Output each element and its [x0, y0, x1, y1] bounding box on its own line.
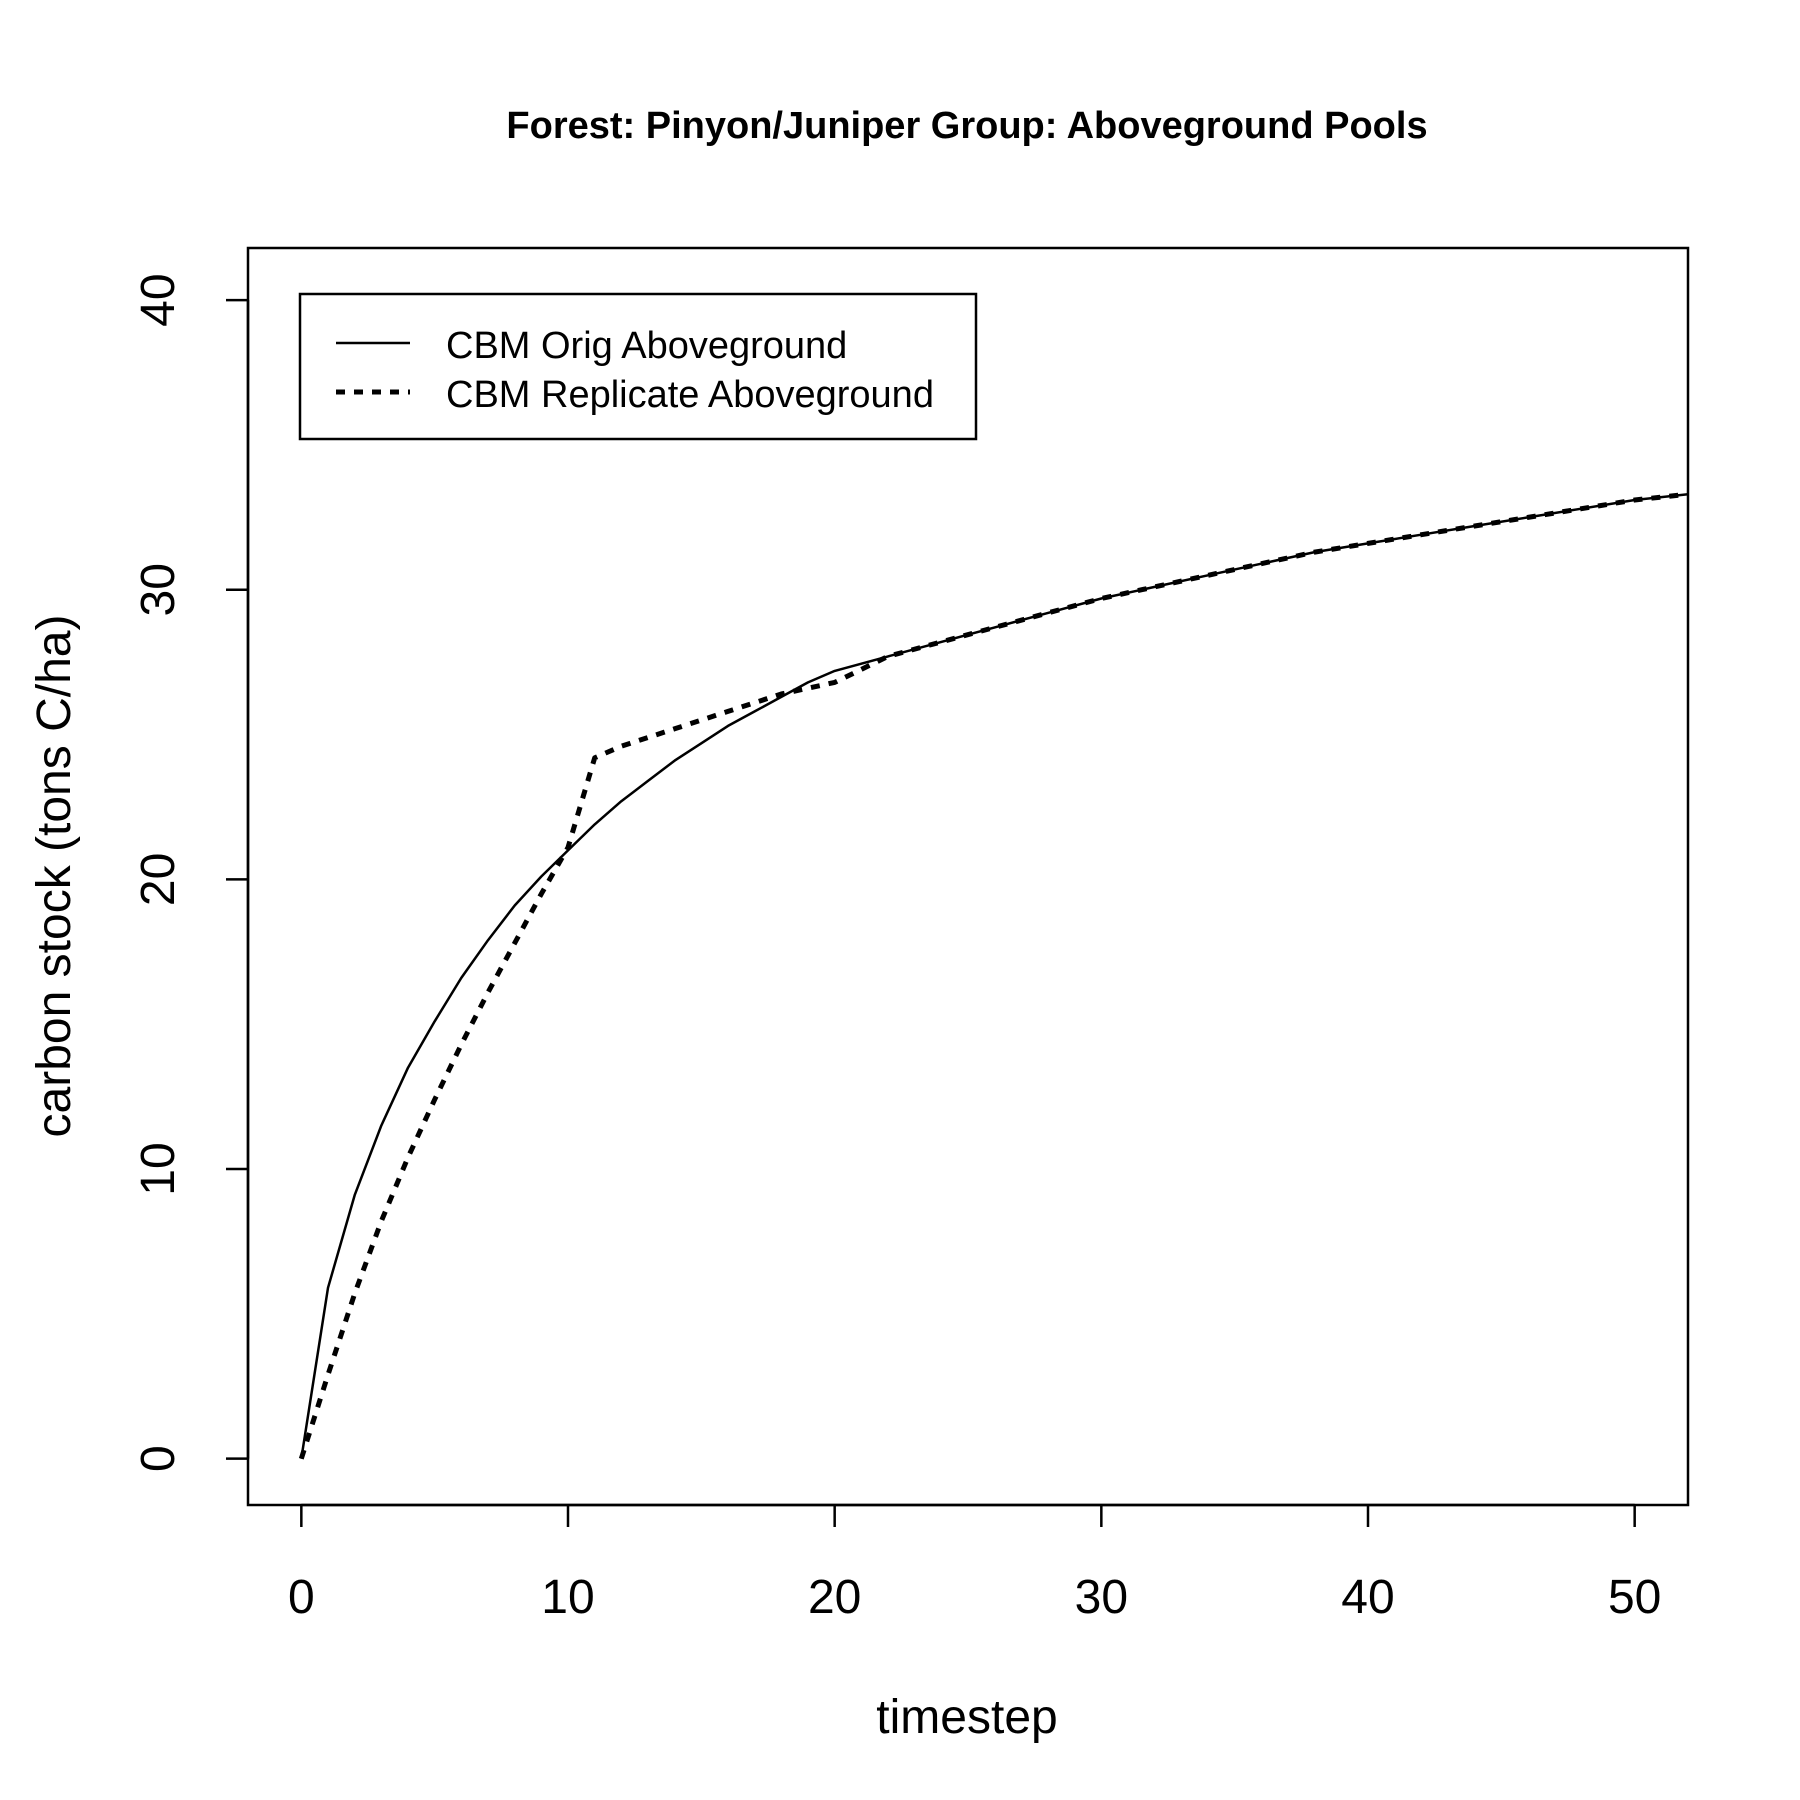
legend-box — [298, 292, 978, 441]
series-line-orig — [300, 492, 1688, 1459]
y-axis-label: carbon stock (tons C/ha) — [28, 615, 81, 1138]
y-axis: 0 10 20 30 40 — [132, 273, 250, 1472]
y-tick-label: 10 — [132, 1142, 185, 1195]
legend: CBM Orig Aboveground CBM Replicate Above… — [298, 292, 978, 441]
legend-label-replicate: CBM Replicate Aboveground — [446, 374, 934, 416]
x-tick-label: 10 — [541, 1571, 594, 1624]
series-layer — [298, 491, 1688, 1460]
y-tick-label: 40 — [132, 273, 185, 326]
x-tick-label: 30 — [1075, 1571, 1128, 1624]
x-tick-label: 50 — [1608, 1571, 1661, 1624]
y-tick-label: 0 — [132, 1445, 185, 1472]
y-tick-label: 30 — [132, 563, 185, 616]
x-axis-label: timestep — [876, 1691, 1057, 1744]
x-tick-label: 0 — [288, 1571, 315, 1624]
y-tick-label: 20 — [132, 853, 185, 906]
x-axis: 0 10 20 30 40 50 — [288, 1503, 1661, 1624]
x-tick-label: 20 — [808, 1571, 861, 1624]
legend-label-orig: CBM Orig Aboveground — [446, 325, 847, 367]
series-line-replicate — [298, 491, 1688, 1460]
chart-title: Forest: Pinyon/Juniper Group: Abovegroun… — [506, 105, 1427, 147]
x-tick-label: 40 — [1341, 1571, 1394, 1624]
